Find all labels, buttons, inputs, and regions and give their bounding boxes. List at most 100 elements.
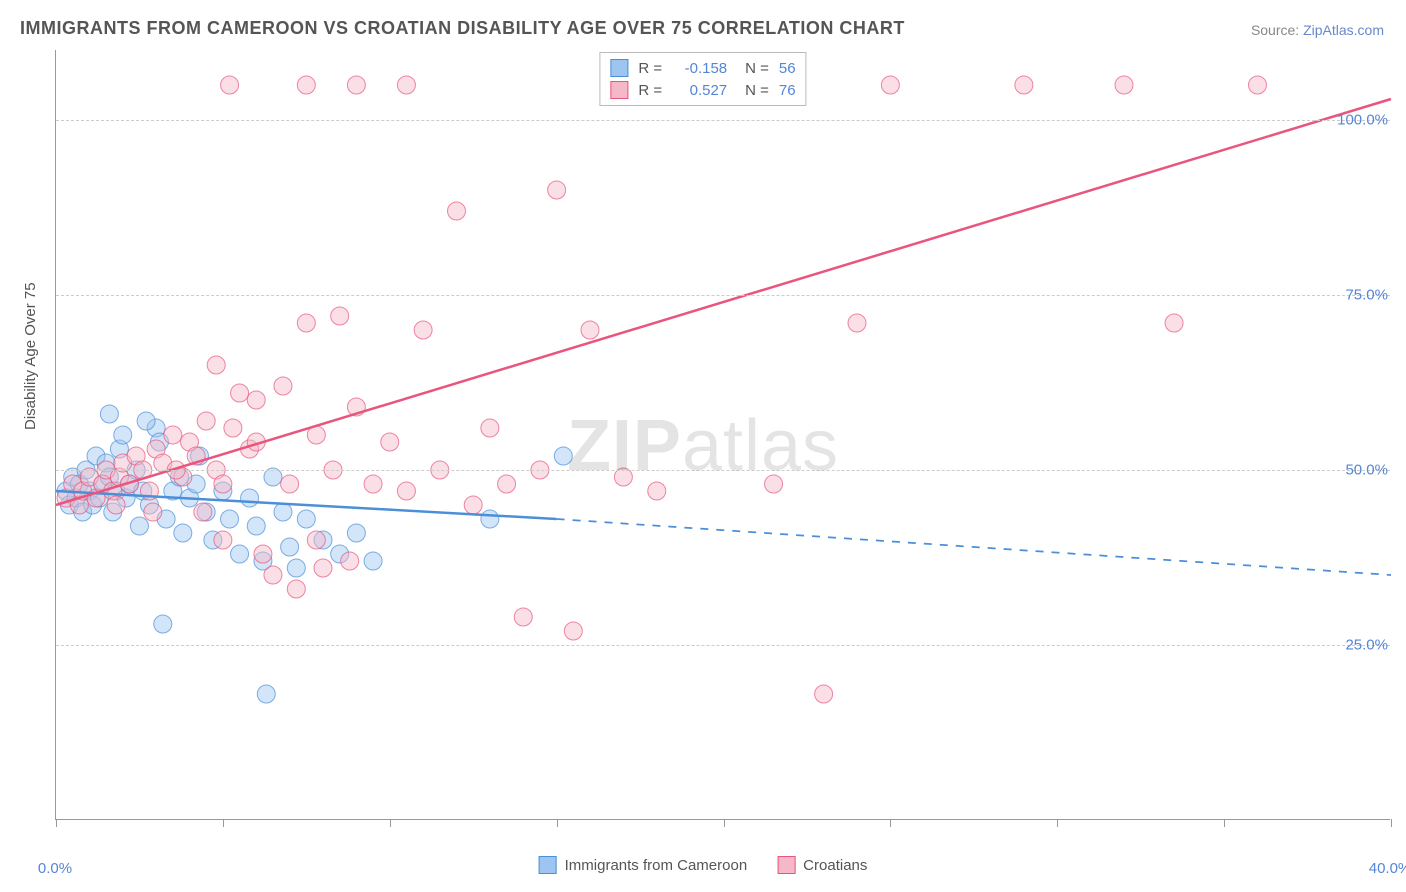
stat-r-label: R = [638,60,662,77]
data-point-croatians [881,76,899,94]
data-point-croatians [564,622,582,640]
correlation-stats-box: R = -0.158 N = 56 R = 0.527 N = 76 [599,52,806,106]
legend-swatch-icon [777,856,795,874]
x-tick-label: 0.0% [38,860,72,877]
data-point-croatians [221,76,239,94]
source-attribution: Source: ZipAtlas.com [1251,22,1384,38]
trendline-dash-cameroon [557,519,1391,575]
data-point-croatians [514,608,532,626]
source-link[interactable]: ZipAtlas.com [1303,22,1384,38]
chart-title: IMMIGRANTS FROM CAMEROON VS CROATIAN DIS… [20,18,905,39]
data-point-croatians [331,307,349,325]
data-point-croatians [648,482,666,500]
stat-n-label: N = [745,60,769,77]
data-point-cameroon [554,447,572,465]
data-point-croatians [848,314,866,332]
data-point-cameroon [114,426,132,444]
stat-n-value: 76 [779,82,796,99]
x-tick [1391,819,1392,827]
data-point-croatians [274,377,292,395]
legend-swatch-icon [539,856,557,874]
data-point-croatians [107,496,125,514]
data-point-croatians [397,482,415,500]
y-tick-label: 50.0% [1345,462,1388,479]
data-point-cameroon [297,510,315,528]
data-point-croatians [247,391,265,409]
legend-item: Croatians [777,856,867,874]
stat-row-croatians: R = 0.527 N = 76 [610,79,795,101]
data-point-cameroon [274,503,292,521]
gridline-h [56,470,1390,471]
x-tick-label: 40.0% [1369,860,1406,877]
data-point-croatians [481,419,499,437]
data-point-croatians [297,314,315,332]
data-point-cameroon [130,517,148,535]
data-point-croatians [1015,76,1033,94]
x-tick [1224,819,1225,827]
data-point-croatians [254,545,272,563]
data-point-croatians [347,76,365,94]
data-point-croatians [498,475,516,493]
data-point-cameroon [174,524,192,542]
data-point-croatians [287,580,305,598]
x-tick [223,819,224,827]
data-point-croatians [164,426,182,444]
data-point-croatians [765,475,783,493]
data-point-croatians [194,503,212,521]
legend-label: Immigrants from Cameroon [565,857,748,874]
x-tick [890,819,891,827]
y-tick-label: 25.0% [1345,637,1388,654]
data-point-croatians [264,566,282,584]
data-point-croatians [364,475,382,493]
data-point-croatians [1115,76,1133,94]
stat-r-value: -0.158 [672,60,727,77]
data-point-croatians [281,475,299,493]
data-point-croatians [341,552,359,570]
x-tick [390,819,391,827]
data-point-cameroon [100,405,118,423]
stat-swatch-icon [610,59,628,77]
data-point-croatians [1249,76,1267,94]
plot-svg [56,50,1390,819]
stat-swatch-icon [610,81,628,99]
gridline-h [56,295,1390,296]
data-point-croatians [207,356,225,374]
data-point-cameroon [137,412,155,430]
data-point-croatians [581,321,599,339]
data-point-cameroon [257,685,275,703]
data-point-croatians [448,202,466,220]
stat-n-label: N = [745,82,769,99]
y-axis-label: Disability Age Over 75 [22,282,39,430]
gridline-h [56,120,1390,121]
x-tick [557,819,558,827]
data-point-cameroon [287,559,305,577]
x-tick [1057,819,1058,827]
data-point-cameroon [347,524,365,542]
data-point-croatians [144,503,162,521]
data-point-croatians [397,76,415,94]
data-point-cameroon [241,489,259,507]
data-point-croatians [1165,314,1183,332]
stat-r-value: 0.527 [672,82,727,99]
stat-row-cameroon: R = -0.158 N = 56 [610,57,795,79]
x-tick [56,819,57,827]
y-tick-label: 75.0% [1345,287,1388,304]
data-point-croatians [214,531,232,549]
data-point-cameroon [364,552,382,570]
source-label: Source: [1251,22,1299,38]
data-point-croatians [214,475,232,493]
data-point-croatians [815,685,833,703]
gridline-h [56,645,1390,646]
data-point-croatians [548,181,566,199]
trendline-croatians [56,99,1391,505]
data-point-croatians [231,384,249,402]
data-point-croatians [307,531,325,549]
data-point-croatians [224,419,242,437]
stat-r-label: R = [638,82,662,99]
data-point-cameroon [221,510,239,528]
data-point-cameroon [154,615,172,633]
data-point-cameroon [281,538,299,556]
data-point-croatians [297,76,315,94]
data-point-cameroon [247,517,265,535]
stat-n-value: 56 [779,60,796,77]
